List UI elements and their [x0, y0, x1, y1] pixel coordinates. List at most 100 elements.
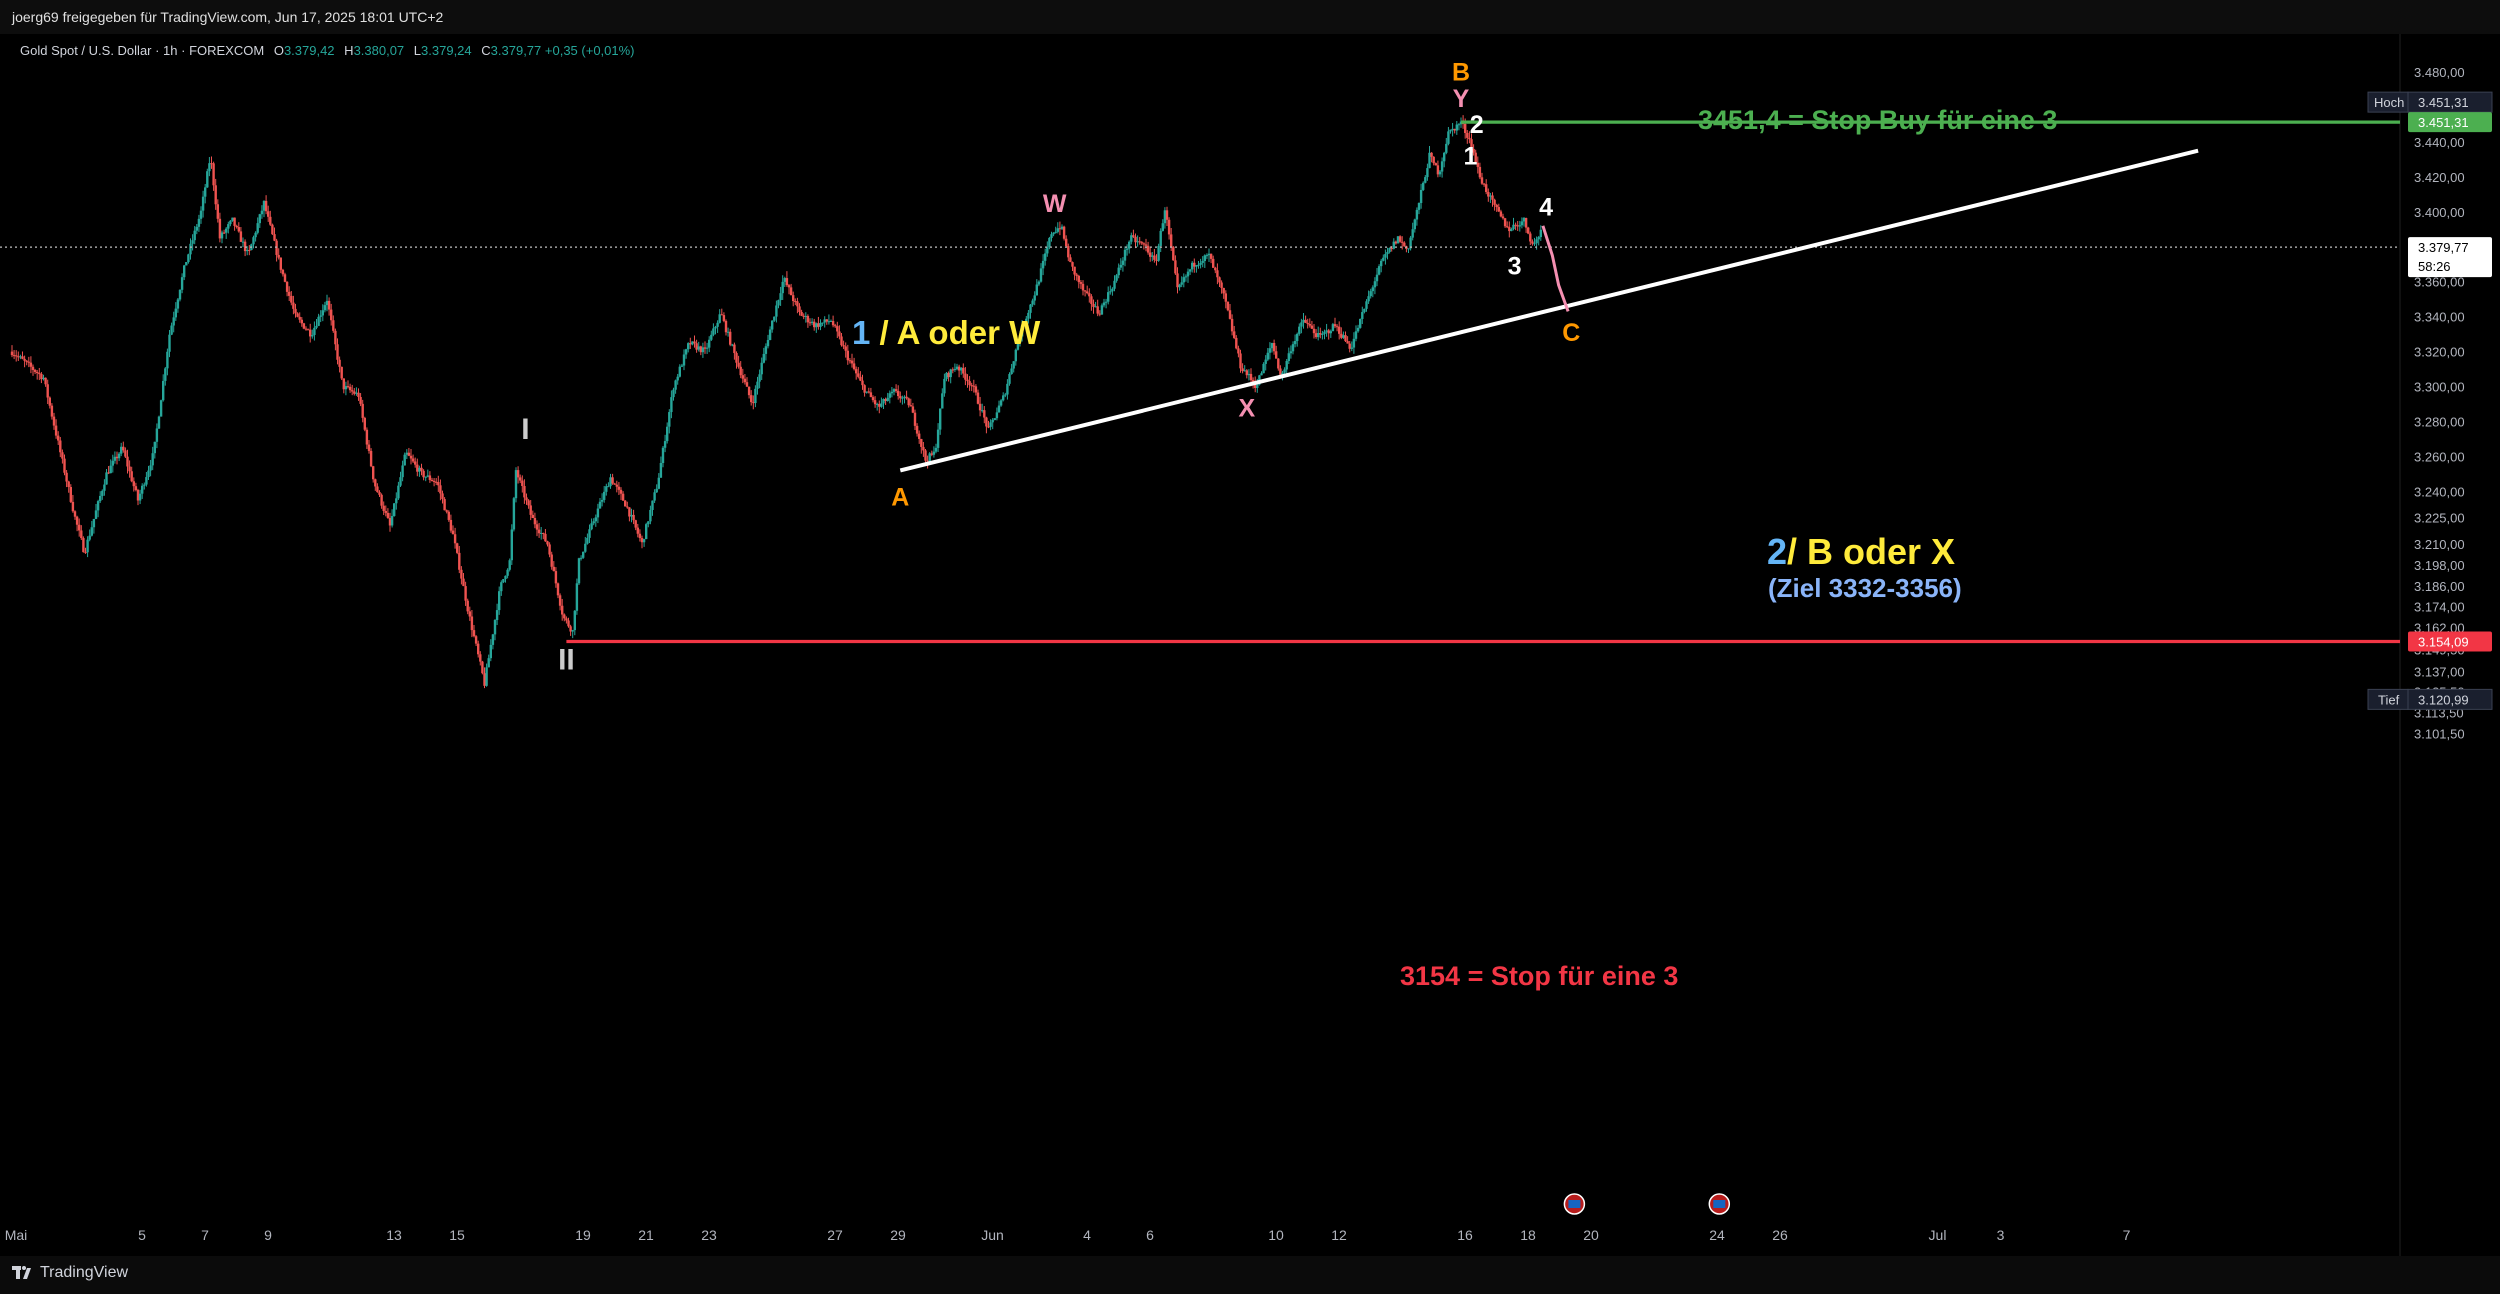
candle-body [220, 232, 224, 239]
candle-body [254, 232, 257, 238]
change-value: +0,35 (+0,01%) [544, 43, 635, 58]
candle-body [1396, 236, 1400, 244]
candle-body [1527, 227, 1530, 234]
candle-body [1409, 237, 1412, 249]
candle-body [435, 481, 438, 483]
candle-body [924, 450, 927, 461]
candle-body [1503, 218, 1507, 227]
candle-body [897, 390, 900, 397]
candle-body [1136, 241, 1139, 243]
candle-body [1218, 277, 1221, 283]
candle-body [1413, 219, 1416, 230]
time-tick-label: Mai [5, 1227, 28, 1243]
candle-body [537, 529, 541, 534]
candle-body [838, 331, 841, 337]
candle-body [764, 346, 768, 354]
candle-body [987, 426, 990, 428]
time-tick-label: 19 [575, 1227, 591, 1243]
candle-body [1044, 253, 1047, 261]
candle-body [957, 366, 961, 371]
candle-body [1308, 323, 1311, 326]
candle-body [603, 491, 606, 500]
candle-body [82, 538, 85, 553]
time-tick-label: 7 [201, 1227, 209, 1243]
candle-body [500, 582, 503, 592]
candle-body [981, 410, 984, 412]
candle-body [1199, 262, 1202, 265]
candle-body [926, 460, 929, 462]
candle-body [1302, 319, 1305, 323]
stop-buy-badge-label: 3.451,31 [2418, 115, 2469, 130]
candle-body [850, 360, 854, 364]
time-tick-label: 18 [1520, 1227, 1536, 1243]
candle-body [1081, 283, 1085, 291]
tradingview-logo[interactable]: TradingView [12, 1264, 128, 1282]
candle-body [762, 353, 765, 363]
candle-body [708, 339, 711, 348]
candle-body [445, 510, 448, 512]
candle-body [766, 340, 770, 347]
candle-body [1432, 156, 1435, 164]
candle-body [521, 480, 524, 486]
candle-body [1377, 266, 1381, 275]
candle-body [449, 519, 453, 531]
stop-buy-badge [2408, 112, 2492, 133]
candle-body [909, 405, 912, 407]
candle-body [928, 453, 931, 462]
candle-body [1279, 368, 1282, 375]
stop-badge-label: 3.154,09 [2418, 635, 2469, 650]
candle-body [1348, 343, 1351, 349]
candle-body [1262, 363, 1265, 374]
candle-body [187, 254, 190, 263]
candle-body [124, 450, 127, 457]
candle-body [132, 481, 135, 487]
candle-body [300, 319, 303, 324]
candle-body [199, 210, 203, 219]
candle-body [1485, 184, 1488, 192]
candle-body [813, 321, 816, 328]
candle-body [357, 392, 360, 398]
candle-body [1306, 322, 1309, 324]
candle-body [231, 217, 234, 221]
candle-body [1499, 211, 1503, 217]
candle-body [594, 517, 597, 522]
candle-body [170, 325, 173, 335]
chart-area[interactable]: I II A W X Y B 2 1 4 3 C 3.480,00 3.440,00 3.420,00 3.… [0, 34, 2500, 1274]
candle-body [340, 366, 343, 379]
candle-body [800, 312, 803, 316]
candle-body [1470, 139, 1473, 149]
candle-body [1281, 372, 1284, 375]
candle-body [792, 295, 795, 302]
candle-body [640, 538, 644, 543]
candle-body [1035, 284, 1038, 296]
candle-body [645, 524, 648, 540]
candle-body [565, 618, 568, 621]
candle-body [1491, 195, 1494, 200]
candle-body [552, 566, 555, 572]
candle-body [122, 446, 125, 451]
candle-body [15, 355, 18, 357]
candle-body [1510, 229, 1513, 232]
candle-body [1075, 274, 1078, 276]
candle-body [1331, 324, 1335, 332]
price-tick-label: 3.225,00 [2414, 511, 2465, 526]
candle-body [472, 630, 476, 637]
candle-body [892, 389, 896, 392]
candle-body [682, 354, 686, 366]
symbol-legend[interactable]: Gold Spot / U.S. Dollar · 1h · FOREXCOM … [20, 43, 635, 58]
candle-body [815, 323, 818, 328]
candle-body [1392, 241, 1395, 249]
candle-body [332, 320, 335, 331]
candle-body [823, 319, 826, 323]
candle-body [269, 216, 272, 225]
candle-body [540, 533, 543, 535]
candle-body [1514, 224, 1517, 226]
candle-body [1209, 253, 1213, 259]
candle-body [145, 477, 148, 485]
candle-body [1207, 253, 1211, 256]
candle-body [771, 320, 774, 330]
candle-body [99, 495, 102, 502]
candle-body [789, 287, 793, 296]
wave-label-i: I [521, 413, 529, 446]
